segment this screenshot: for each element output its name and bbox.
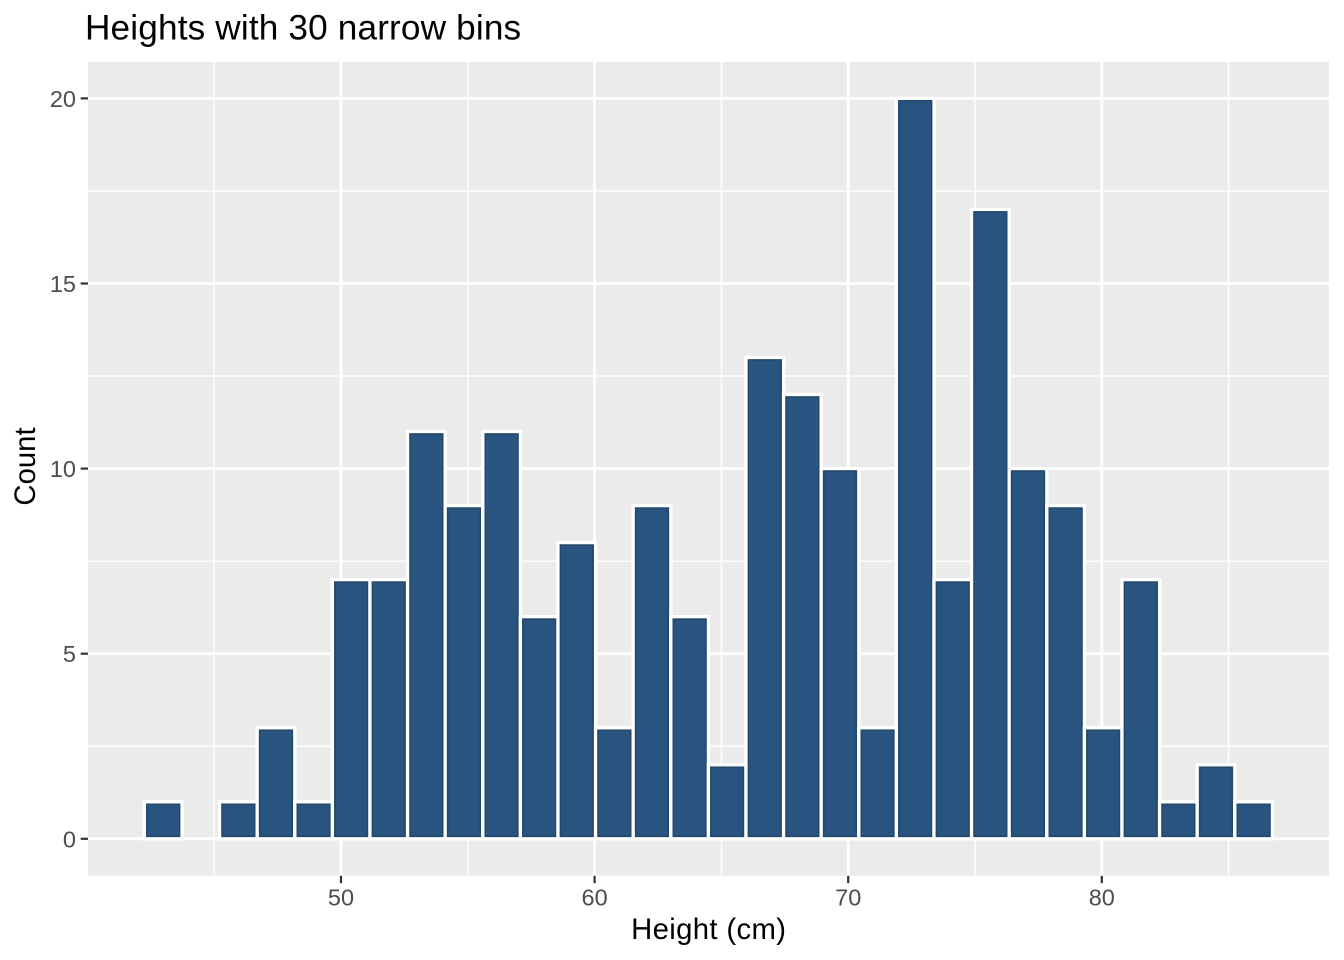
svg-text:Count: Count <box>9 427 42 505</box>
svg-text:10: 10 <box>50 456 76 482</box>
svg-text:70: 70 <box>835 885 861 911</box>
svg-text:20: 20 <box>50 86 76 112</box>
svg-text:50: 50 <box>328 885 354 911</box>
svg-text:15: 15 <box>50 271 76 297</box>
svg-text:60: 60 <box>582 885 608 911</box>
svg-text:80: 80 <box>1089 885 1115 911</box>
svg-text:5: 5 <box>63 641 76 667</box>
svg-text:0: 0 <box>63 826 76 852</box>
svg-text:Heights with 30 narrow bins: Heights with 30 narrow bins <box>85 8 521 47</box>
svg-text:Height (cm): Height (cm) <box>631 913 786 946</box>
